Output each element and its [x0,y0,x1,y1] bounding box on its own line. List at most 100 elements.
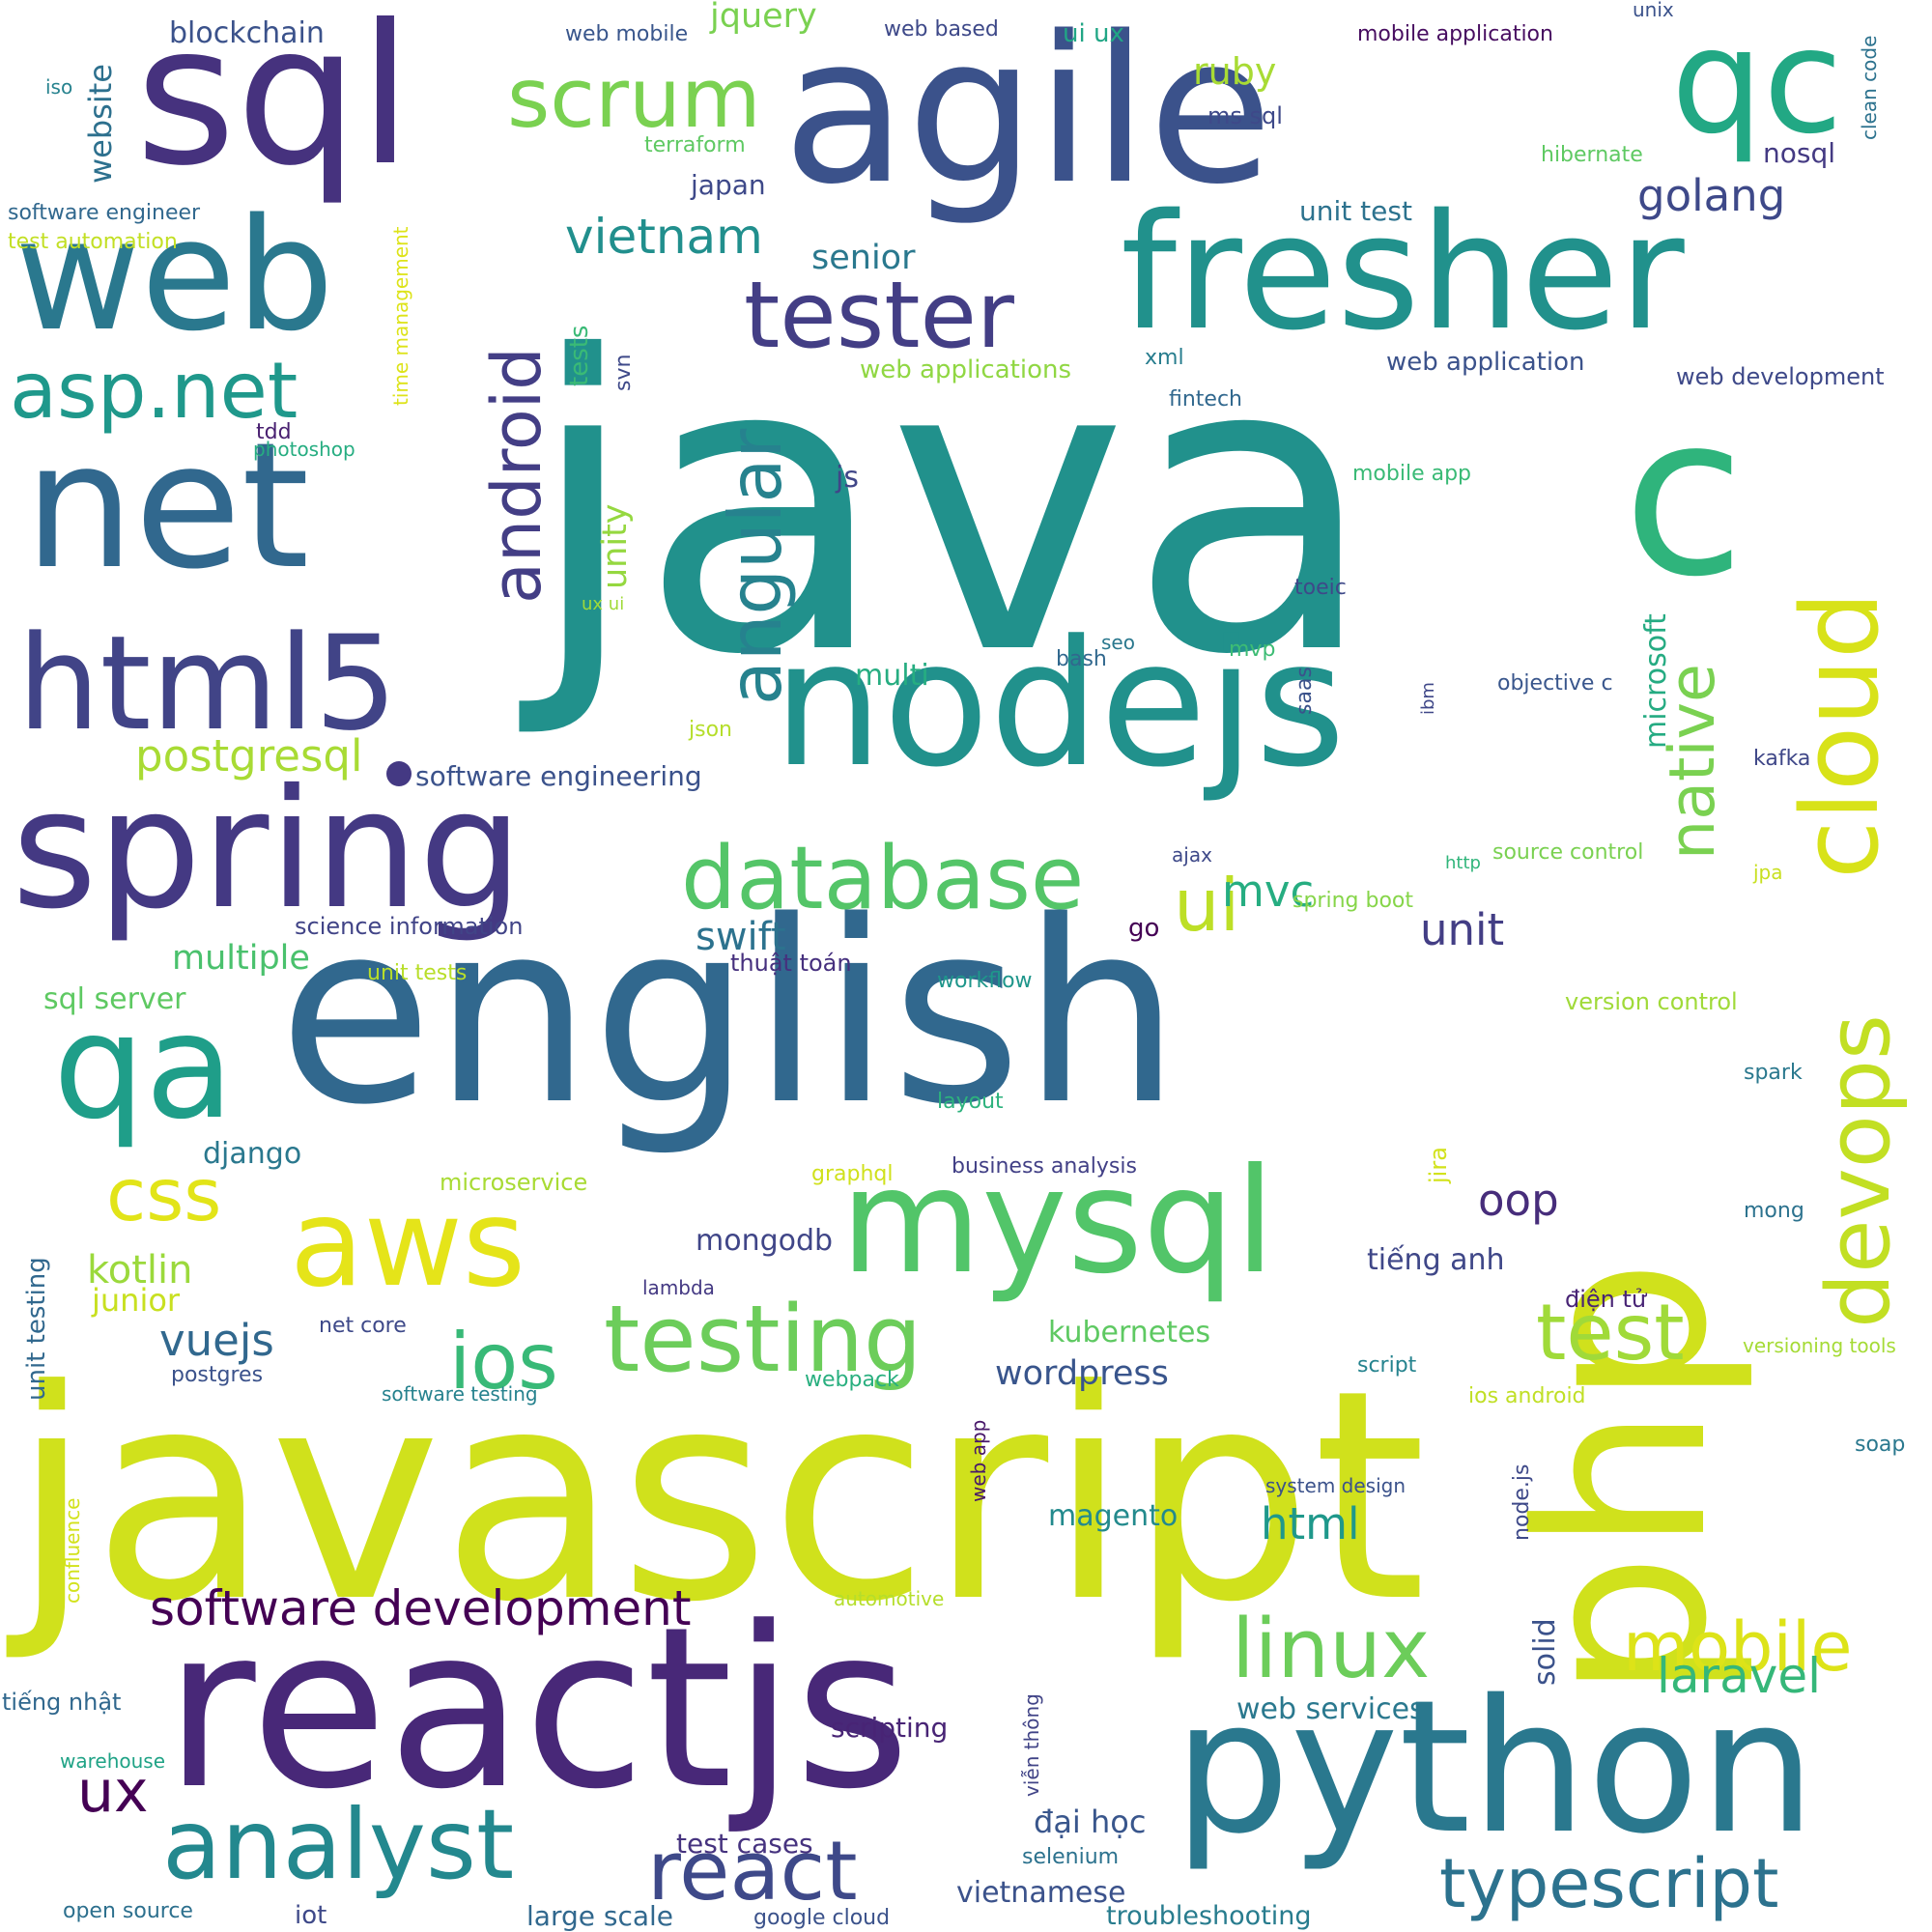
cloud-word: aws [290,1174,526,1314]
cloud-word[interactable]: android [477,347,556,604]
cloud-word[interactable]: clean code [1858,35,1881,140]
cloud-word: lambda [642,1276,715,1299]
cloud-word: đại học [1034,1804,1147,1840]
cloud-word[interactable]: web app [967,1419,990,1502]
dot-j [386,761,412,786]
cloud-word: http [1445,853,1481,873]
cloud-word: mongodb [696,1224,834,1258]
cloud-word: vietnam [565,209,763,265]
cloud-word: postgres [171,1363,264,1387]
cloud-word: fintech [1169,387,1243,412]
cloud-word: versioning tools [1743,1334,1896,1357]
cloud-word: database [681,828,1085,929]
cloud-word: mobile app [1352,462,1472,486]
cloud-word: tester [744,263,1014,369]
cloud-word: test automation [8,230,178,254]
cloud-word: science information [295,913,524,940]
cloud-word[interactable]: website [82,64,119,184]
cloud-word: tdd [256,420,292,444]
cloud-word: nodejs [773,604,1346,806]
cloud-word: mobile [1623,1607,1853,1687]
cloud-word: spark [1744,1061,1803,1085]
cloud-word[interactable]: microsoft [1639,613,1673,749]
cloud-word: điện tử [1565,1286,1647,1313]
cloud-word[interactable]: devops [1808,1014,1910,1328]
cloud-word[interactable]: unity [596,503,635,589]
cloud-word: senior [811,239,916,277]
cloud-word: mvc [1222,866,1315,917]
cloud-word: layout [937,1090,1004,1114]
cloud-word: kubernetes [1048,1316,1211,1350]
cloud-word: go [1128,914,1160,943]
cloud-word: mysql [840,1138,1275,1306]
cloud-word: toeic [1294,576,1347,600]
cloud-word: ms sql [1208,102,1283,129]
cloud-word: objective c [1497,671,1613,696]
cloud-word: system design [1265,1474,1406,1497]
cloud-word: graphql [811,1162,894,1186]
cloud-word: ruby [1193,50,1277,93]
cloud-word: js [836,461,859,495]
cloud-word[interactable]: unit testing [22,1257,51,1401]
cloud-word: reactjs [164,1580,911,1838]
cloud-word: postgresql [135,730,363,781]
cloud-word[interactable]: jira [1425,1147,1452,1183]
cloud-word: c [1623,368,1746,626]
cloud-word: unit test [1299,195,1412,227]
cloud-word[interactable]: ibm [1418,682,1438,715]
cloud-word: json [689,718,732,742]
cloud-word: tiếng nhật [2,1689,122,1716]
cloud-word: jpa [1753,861,1783,884]
cloud-word: nosql [1763,137,1836,169]
cloud-word: html [1261,1498,1360,1549]
cloud-word: wordpress [995,1354,1169,1393]
cloud-word: ux ui [582,594,625,614]
cloud-word[interactable]: confluence [61,1497,84,1604]
cloud-word: selenium [1022,1845,1120,1869]
cloud-word: jquery [710,0,817,36]
cloud-word[interactable]: time management [389,226,412,406]
cloud-word: soap [1855,1433,1906,1457]
cloud-word: test cases [676,1828,813,1860]
cloud-word: ios [449,1317,558,1406]
cloud-word: agile [782,0,1273,229]
cloud-word: multi [855,659,929,693]
cloud-word: django [203,1137,302,1171]
cloud-word: magento [1048,1499,1179,1533]
cloud-word: business analysis [952,1154,1137,1179]
cloud-word: japan [691,169,766,201]
cloud-word: web development [1676,363,1885,390]
cloud-word[interactable]: svn [611,354,636,391]
cloud-word: web [14,185,334,365]
cloud-word: ui [1174,863,1240,948]
cloud-word: net [24,406,310,608]
cloud-word: tiếng anh [1367,1243,1505,1277]
cloud-word: qc [1671,0,1843,166]
cloud-word: ui ux [1063,19,1124,48]
cloud-word: webpack [805,1368,899,1392]
cloud-word[interactable]: saas [1293,667,1317,715]
cloud-word: kotlin [87,1248,193,1293]
cloud-word: python [1174,1661,1816,1874]
cloud-word: spring boot [1293,889,1413,913]
cloud-word: software engineer [8,201,201,225]
cloud-word: net core [319,1314,407,1338]
cloud-word: javascript [12,1328,1427,1665]
cloud-word: ux [77,1758,149,1826]
cloud-word: laravel [1657,1648,1821,1704]
cloud-word: automotive [834,1587,945,1610]
cloud-word: unit [1420,904,1505,955]
cloud-word[interactable]: node.js [1510,1463,1534,1541]
cloud-word[interactable]: viễn thông [1020,1693,1043,1797]
cloud-word[interactable]: solid [1528,1618,1562,1686]
cloud-word: workflow [937,969,1033,993]
cloud-word: web mobile [565,22,689,46]
cloud-word[interactable]: cloud [1778,591,1902,879]
cloud-word: ajax [1172,843,1212,867]
cloud-word: multiple [172,939,310,978]
cloud-word: xml [1145,346,1184,370]
cloud-word: troubleshooting [1106,1901,1312,1931]
cloud-word[interactable]: angular [713,428,798,705]
cloud-word[interactable]: tests [565,325,594,386]
cloud-word: unit tests [367,961,468,985]
